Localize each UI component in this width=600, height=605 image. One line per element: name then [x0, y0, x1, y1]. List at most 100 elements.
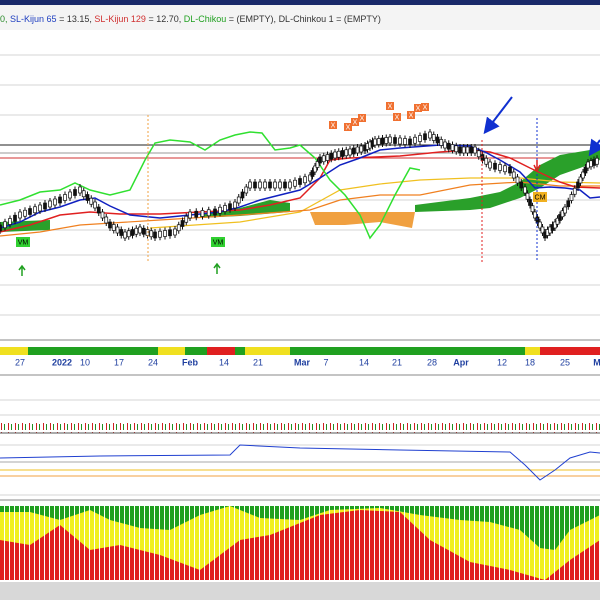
- annotation: X: [353, 119, 358, 126]
- legend-bar: [0, 5, 600, 30]
- candle-body: [28, 208, 32, 215]
- candle-body: [263, 181, 267, 189]
- candle-body: [43, 202, 47, 210]
- legend-value: = 13.15,: [59, 14, 92, 24]
- x-tick-label: 14: [219, 357, 229, 367]
- candle-body: [454, 145, 459, 153]
- candle-body: [581, 171, 585, 179]
- candle-body: [119, 229, 124, 236]
- legend-value: = (EMPTY),: [229, 14, 276, 24]
- candle-body: [100, 211, 105, 219]
- badge: [407, 111, 415, 119]
- x-tick-label: 28: [427, 357, 437, 367]
- grid: [0, 54, 600, 496]
- candle-body: [176, 224, 181, 232]
- candle-body: [158, 230, 162, 238]
- cloud: [415, 148, 600, 212]
- candle-body: [8, 218, 12, 225]
- candle-body: [308, 174, 312, 182]
- candle-body: [298, 178, 302, 185]
- candle-body: [473, 146, 477, 154]
- x-tick-label: Feb: [182, 357, 199, 367]
- badge: [351, 118, 359, 126]
- candle-body: [508, 166, 512, 174]
- candle-body: [240, 191, 245, 199]
- candle-body: [194, 210, 199, 218]
- candle-body: [321, 155, 326, 163]
- annotation: CM: [535, 194, 546, 201]
- annotation: X: [416, 105, 421, 112]
- kijun-65: [0, 144, 600, 229]
- candle-body: [0, 224, 2, 232]
- candle-body: [528, 199, 532, 206]
- candle-body: [163, 230, 167, 237]
- candle-body: [523, 186, 527, 194]
- candle-body: [380, 137, 385, 145]
- candle-body: [569, 194, 574, 201]
- x-tick-label: Mar: [294, 357, 311, 367]
- candle-body: [384, 137, 389, 144]
- candle-body: [469, 146, 474, 154]
- candle-body: [313, 165, 317, 173]
- candle-body: [18, 211, 22, 219]
- annotation: X: [423, 104, 428, 111]
- candle-body: [33, 206, 37, 214]
- candle-body: [130, 229, 135, 236]
- signal-arrow: [213, 262, 221, 274]
- candle-body: [558, 214, 562, 221]
- candle-body: [63, 194, 67, 201]
- candle-body: [293, 179, 297, 187]
- candle-body: [376, 138, 381, 145]
- candle-body: [206, 209, 211, 217]
- candle-body: [503, 165, 507, 173]
- legend-value: = (EMPTY): [336, 14, 381, 24]
- x-tick-label: 7: [323, 357, 328, 367]
- candle-body: [351, 147, 356, 155]
- badge: [344, 123, 352, 131]
- x-tick-label: 10: [80, 357, 90, 367]
- candle-body: [283, 181, 287, 189]
- candle-body: [253, 181, 257, 189]
- candle-body: [115, 226, 120, 234]
- legend: 0, SL-Kijun 65 = 13.15, SL-Kijun 129 = 1…: [0, 14, 381, 24]
- candle-body: [244, 186, 249, 194]
- annotation: X: [395, 114, 400, 121]
- candle-body: [595, 157, 599, 165]
- candle-body: [188, 211, 192, 219]
- candle-body: [493, 162, 497, 170]
- candle-body: [329, 152, 334, 160]
- candle-body: [563, 206, 567, 214]
- candle-body: [248, 181, 252, 189]
- candle-body: [450, 144, 455, 151]
- candle-body: [78, 186, 82, 194]
- badge: [386, 102, 394, 110]
- candle-body: [578, 176, 583, 184]
- candle-body: [228, 203, 232, 211]
- x-tick-label: 27: [15, 357, 25, 367]
- candle-body: [540, 226, 545, 234]
- candle-body: [223, 205, 227, 212]
- candle-body: [123, 231, 127, 239]
- annotation: VM: [18, 239, 29, 246]
- badge: [533, 192, 547, 202]
- candle-body: [488, 161, 492, 169]
- candle-body: [398, 137, 402, 145]
- candle-body: [428, 131, 432, 139]
- candle-body: [38, 204, 42, 212]
- candle-body: [476, 150, 481, 158]
- badge: [16, 237, 30, 247]
- annotation: X: [346, 124, 351, 131]
- x-tick-label: 24: [148, 357, 158, 367]
- scrollbar[interactable]: [0, 582, 600, 600]
- candle-body: [89, 197, 94, 205]
- x-tick-label: 21: [392, 357, 402, 367]
- candle-body: [592, 159, 596, 166]
- candle-body: [583, 166, 588, 174]
- candle-body: [303, 176, 307, 184]
- legend-prefix: 0,: [0, 14, 8, 24]
- candle-body: [340, 150, 345, 157]
- candle-body: [153, 231, 157, 239]
- candle-body: [403, 138, 407, 145]
- candle-body: [218, 206, 222, 214]
- x-tick-label: 25: [560, 357, 570, 367]
